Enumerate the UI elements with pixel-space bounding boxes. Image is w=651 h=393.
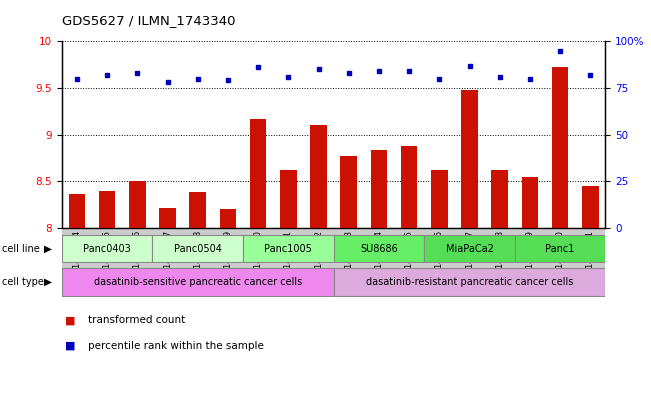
Text: cell line: cell line	[2, 244, 40, 253]
Text: GSM1435690: GSM1435690	[254, 230, 262, 286]
Bar	[492, 170, 508, 393]
Text: GDS5627 / ILMN_1743340: GDS5627 / ILMN_1743340	[62, 14, 236, 27]
Bar	[484, 228, 515, 297]
Text: dasatinib-resistant pancreatic cancer cells: dasatinib-resistant pancreatic cancer ce…	[366, 277, 574, 287]
Text: ■: ■	[65, 341, 76, 351]
Text: transformed count: transformed count	[88, 315, 185, 325]
Bar	[515, 228, 545, 297]
Text: cell type: cell type	[2, 277, 44, 287]
Bar	[243, 235, 333, 262]
Bar	[311, 125, 327, 393]
Bar	[159, 208, 176, 393]
Text: GSM1435697: GSM1435697	[465, 230, 474, 286]
Bar	[575, 228, 605, 297]
Text: GSM1435696: GSM1435696	[435, 230, 444, 286]
Bar	[582, 186, 599, 393]
Bar	[122, 228, 152, 297]
Bar	[401, 146, 417, 393]
Bar	[273, 228, 303, 297]
Bar	[129, 181, 146, 393]
Text: Panc0504: Panc0504	[174, 244, 222, 253]
Text: GSM1435698: GSM1435698	[495, 230, 505, 286]
Text: GSM1435688: GSM1435688	[193, 230, 202, 286]
Text: dasatinib-sensitive pancreatic cancer cells: dasatinib-sensitive pancreatic cancer ce…	[94, 277, 302, 287]
Text: GSM1435695: GSM1435695	[405, 230, 413, 286]
Text: Panc1: Panc1	[546, 244, 575, 253]
Bar	[424, 228, 454, 297]
Bar	[552, 67, 568, 393]
Bar	[62, 228, 92, 297]
Bar	[219, 209, 236, 393]
Text: GSM1435693: GSM1435693	[344, 230, 353, 286]
Bar	[334, 268, 605, 296]
Bar	[424, 235, 515, 262]
Bar	[334, 235, 424, 262]
Bar	[521, 176, 538, 393]
Bar	[280, 170, 297, 393]
Text: GSM1435691: GSM1435691	[284, 230, 293, 286]
Text: GSM1435701: GSM1435701	[586, 230, 595, 286]
Text: GSM1435684: GSM1435684	[72, 230, 81, 286]
Bar	[334, 228, 364, 297]
Text: ■: ■	[65, 315, 76, 325]
Bar	[213, 228, 243, 297]
Bar	[303, 228, 333, 297]
Text: GSM1435687: GSM1435687	[163, 230, 172, 286]
Bar	[370, 151, 387, 393]
Text: GSM1435699: GSM1435699	[525, 230, 534, 286]
Bar	[340, 156, 357, 393]
Text: GSM1435685: GSM1435685	[103, 230, 111, 286]
Bar	[243, 228, 273, 297]
Text: GSM1435694: GSM1435694	[374, 230, 383, 286]
Text: GSM1435692: GSM1435692	[314, 230, 323, 286]
Text: GSM1435700: GSM1435700	[556, 230, 564, 286]
Bar	[68, 195, 85, 393]
Bar	[545, 228, 575, 297]
Bar	[364, 228, 394, 297]
Text: SU8686: SU8686	[360, 244, 398, 253]
Bar	[62, 235, 152, 262]
Text: GSM1435689: GSM1435689	[223, 230, 232, 286]
Text: Panc0403: Panc0403	[83, 244, 131, 253]
Bar	[99, 191, 115, 393]
Bar	[515, 235, 605, 262]
Bar	[152, 235, 243, 262]
Bar	[454, 228, 484, 297]
Text: percentile rank within the sample: percentile rank within the sample	[88, 341, 264, 351]
Text: Panc1005: Panc1005	[264, 244, 312, 253]
Text: ▶: ▶	[44, 244, 51, 253]
Bar	[250, 119, 266, 393]
Text: GSM1435686: GSM1435686	[133, 230, 142, 286]
Bar	[62, 268, 333, 296]
Bar	[189, 193, 206, 393]
Bar	[152, 228, 183, 297]
Bar	[394, 228, 424, 297]
Text: MiaPaCa2: MiaPaCa2	[445, 244, 493, 253]
Bar	[92, 228, 122, 297]
Text: ▶: ▶	[44, 277, 51, 287]
Bar	[431, 170, 448, 393]
Bar	[183, 228, 213, 297]
Bar	[461, 90, 478, 393]
